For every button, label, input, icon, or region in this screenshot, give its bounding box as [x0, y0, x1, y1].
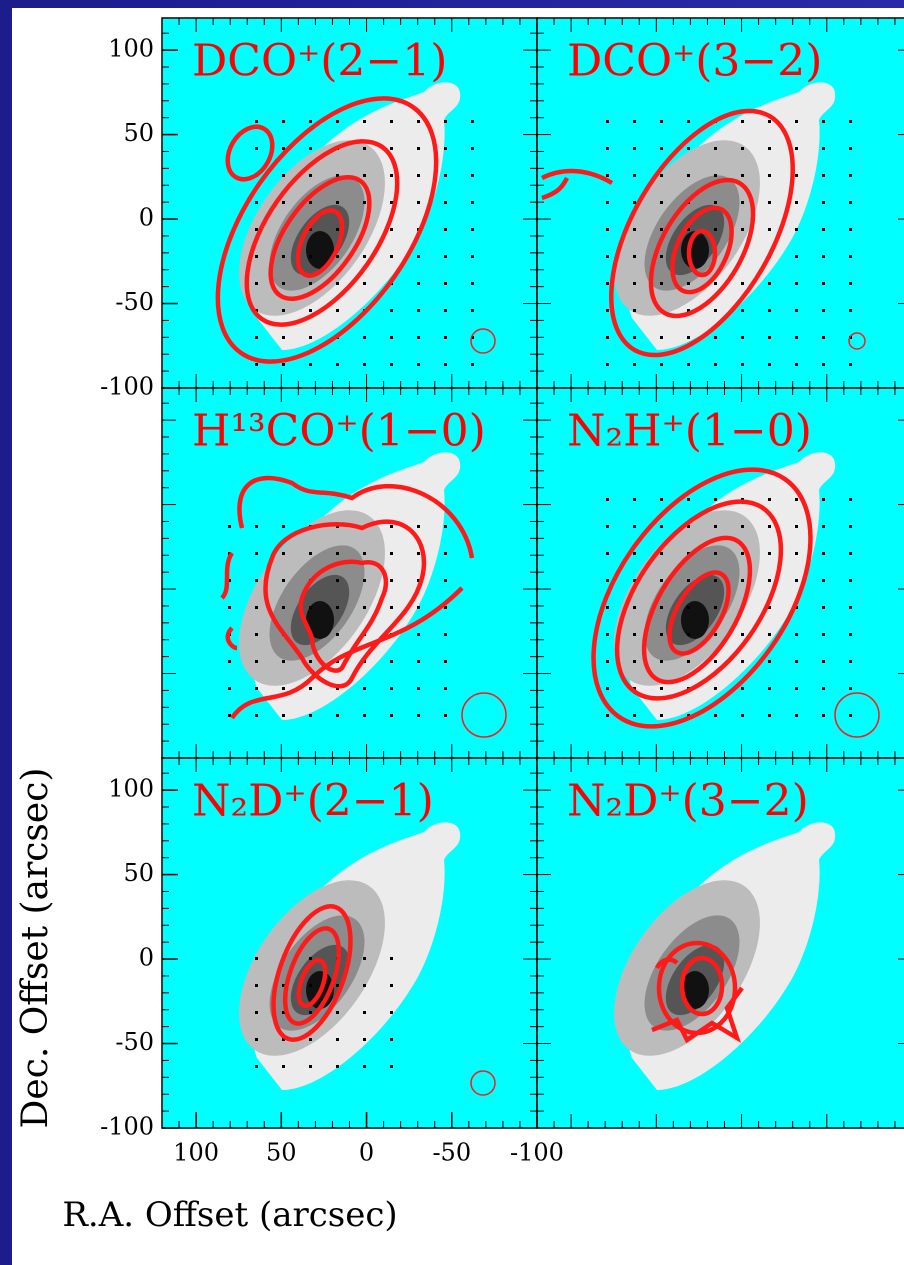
- panel: N₂D⁺(3−2): [536, 757, 904, 1129]
- x-tick-label: 50: [266, 1139, 297, 1167]
- dot-grid: [597, 118, 857, 368]
- panel: DCO⁺(3−2): [536, 17, 904, 389]
- y-tick-label: 0: [139, 204, 154, 232]
- dot-grid: [252, 938, 412, 1088]
- x-tick-label: 100: [173, 1139, 219, 1167]
- y-tick-label: 50: [123, 859, 154, 887]
- x-axis-label: R.A. Offset (arcsec): [62, 1195, 397, 1235]
- y-tick-label: 100: [108, 35, 154, 63]
- y-tick-label: -50: [115, 288, 154, 316]
- contour-set: [651, 940, 744, 1044]
- contour-set: [591, 467, 880, 738]
- y-tick-label: -50: [115, 1028, 154, 1056]
- panel-title: H¹³CO⁺(1−0): [192, 406, 486, 457]
- y-tick-label: 0: [139, 944, 154, 972]
- panel-title: DCO⁺(3−2): [567, 36, 822, 87]
- panel: N₂D⁺(2−1): [161, 757, 538, 1129]
- panel: H¹³CO⁺(1−0): [161, 387, 538, 759]
- contour-set: [540, 108, 866, 358]
- y-axis-label: Dec. Offset (arcsec): [15, 768, 56, 1129]
- y-tick-label: -100: [100, 1113, 154, 1141]
- contour-set: [220, 475, 507, 738]
- contours: [215, 96, 880, 1096]
- panel-title: N₂D⁺(2−1): [192, 776, 434, 827]
- y-tick-label: 100: [108, 775, 154, 803]
- dot-grid: [597, 498, 867, 718]
- panel: DCO⁺(2−1): [161, 17, 538, 389]
- panels: DCO⁺(2−1) DCO⁺(3−2) H¹³CO⁺(1−0) N₂H⁺(1−0) N₂…: [100, 17, 904, 1167]
- panel-title: N₂H⁺(1−0): [567, 406, 812, 457]
- panel-title: N₂D⁺(3−2): [567, 776, 809, 827]
- x-tick-label: -100: [510, 1139, 564, 1167]
- y-tick-label: 50: [123, 119, 154, 147]
- x-tick-label: 0: [359, 1139, 374, 1167]
- panel-title: DCO⁺(2−1): [192, 36, 447, 87]
- y-tick-label: -100: [100, 373, 154, 401]
- contour-set: [215, 96, 496, 364]
- contour-set: [271, 904, 496, 1096]
- x-tick-label: -50: [432, 1139, 471, 1167]
